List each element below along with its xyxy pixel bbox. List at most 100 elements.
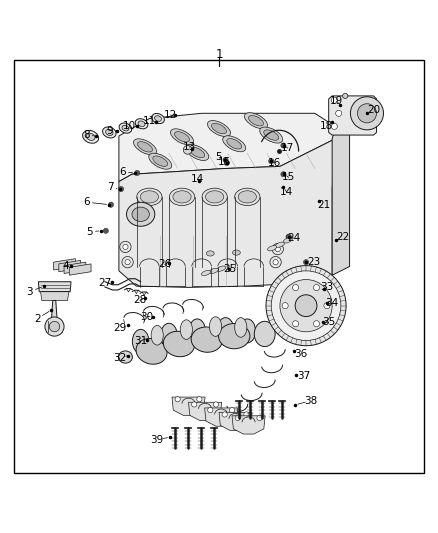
Circle shape bbox=[272, 244, 283, 255]
Circle shape bbox=[118, 187, 124, 192]
Text: 25: 25 bbox=[223, 264, 237, 273]
Ellipse shape bbox=[190, 147, 205, 158]
Text: 14: 14 bbox=[191, 174, 204, 184]
Ellipse shape bbox=[163, 331, 194, 357]
Polygon shape bbox=[205, 408, 238, 426]
Text: 18: 18 bbox=[320, 122, 334, 131]
Circle shape bbox=[357, 104, 377, 123]
Ellipse shape bbox=[119, 123, 132, 133]
Polygon shape bbox=[53, 259, 75, 270]
Text: 13: 13 bbox=[183, 142, 196, 152]
Ellipse shape bbox=[268, 246, 277, 251]
Ellipse shape bbox=[189, 319, 205, 343]
Text: 24: 24 bbox=[287, 233, 300, 243]
Ellipse shape bbox=[206, 251, 214, 256]
Ellipse shape bbox=[151, 326, 163, 345]
Circle shape bbox=[314, 285, 320, 290]
Circle shape bbox=[235, 415, 240, 421]
Circle shape bbox=[49, 321, 60, 332]
Ellipse shape bbox=[140, 191, 159, 203]
Circle shape bbox=[125, 260, 130, 265]
Ellipse shape bbox=[173, 191, 191, 203]
Circle shape bbox=[208, 408, 213, 413]
Text: 36: 36 bbox=[294, 349, 307, 359]
Text: 16: 16 bbox=[268, 158, 281, 168]
Text: 22: 22 bbox=[336, 232, 350, 242]
Text: 5: 5 bbox=[86, 227, 92, 237]
Circle shape bbox=[273, 260, 278, 265]
Circle shape bbox=[304, 260, 309, 265]
Ellipse shape bbox=[174, 132, 190, 142]
Text: 30: 30 bbox=[141, 312, 154, 321]
Polygon shape bbox=[69, 264, 91, 275]
Circle shape bbox=[109, 202, 114, 207]
Ellipse shape bbox=[86, 133, 95, 140]
Circle shape bbox=[222, 412, 227, 417]
Text: 9: 9 bbox=[106, 126, 113, 136]
Polygon shape bbox=[119, 114, 336, 182]
Ellipse shape bbox=[155, 116, 162, 122]
Text: 21: 21 bbox=[318, 200, 331, 209]
Text: 6: 6 bbox=[119, 167, 126, 177]
Circle shape bbox=[286, 235, 291, 239]
Polygon shape bbox=[232, 416, 265, 434]
Ellipse shape bbox=[283, 238, 292, 243]
Ellipse shape bbox=[235, 318, 247, 337]
Text: 29: 29 bbox=[113, 324, 127, 333]
Ellipse shape bbox=[254, 321, 275, 346]
Circle shape bbox=[293, 321, 299, 327]
Circle shape bbox=[45, 317, 64, 336]
Circle shape bbox=[103, 228, 109, 233]
Circle shape bbox=[175, 397, 180, 402]
Ellipse shape bbox=[223, 136, 246, 152]
Circle shape bbox=[314, 321, 320, 327]
Polygon shape bbox=[188, 402, 222, 421]
Text: 28: 28 bbox=[133, 295, 146, 305]
Ellipse shape bbox=[217, 318, 234, 342]
Ellipse shape bbox=[191, 327, 223, 352]
Text: 38: 38 bbox=[305, 395, 318, 406]
Text: 35: 35 bbox=[322, 317, 336, 327]
Ellipse shape bbox=[161, 324, 177, 347]
Circle shape bbox=[270, 256, 281, 268]
Circle shape bbox=[223, 157, 228, 163]
Circle shape bbox=[295, 295, 317, 317]
Circle shape bbox=[324, 303, 330, 309]
Ellipse shape bbox=[260, 127, 283, 143]
Text: 8: 8 bbox=[83, 130, 89, 140]
Ellipse shape bbox=[248, 116, 264, 126]
Text: 31: 31 bbox=[134, 336, 147, 346]
Polygon shape bbox=[59, 261, 81, 272]
Ellipse shape bbox=[152, 114, 164, 124]
Polygon shape bbox=[64, 262, 86, 273]
Ellipse shape bbox=[132, 329, 149, 353]
Circle shape bbox=[230, 408, 235, 413]
Circle shape bbox=[120, 241, 131, 253]
Circle shape bbox=[293, 285, 299, 290]
Ellipse shape bbox=[264, 130, 279, 140]
Text: 20: 20 bbox=[367, 105, 380, 115]
Text: 10: 10 bbox=[123, 122, 136, 131]
Polygon shape bbox=[51, 301, 57, 320]
Text: 4: 4 bbox=[63, 261, 69, 271]
Ellipse shape bbox=[212, 123, 226, 134]
Ellipse shape bbox=[233, 250, 240, 255]
Ellipse shape bbox=[122, 125, 129, 131]
Circle shape bbox=[336, 110, 342, 116]
Ellipse shape bbox=[244, 112, 268, 128]
Circle shape bbox=[286, 235, 291, 239]
Circle shape bbox=[331, 123, 337, 130]
Polygon shape bbox=[41, 292, 69, 301]
Polygon shape bbox=[332, 127, 350, 275]
Ellipse shape bbox=[132, 207, 149, 221]
Circle shape bbox=[213, 402, 219, 407]
Ellipse shape bbox=[202, 188, 227, 206]
Polygon shape bbox=[219, 413, 252, 431]
Text: 23: 23 bbox=[307, 257, 321, 267]
Ellipse shape bbox=[170, 188, 194, 206]
Text: 33: 33 bbox=[320, 282, 334, 293]
Ellipse shape bbox=[205, 191, 224, 203]
Ellipse shape bbox=[135, 119, 148, 129]
Text: 26: 26 bbox=[158, 260, 171, 269]
Circle shape bbox=[275, 246, 280, 252]
